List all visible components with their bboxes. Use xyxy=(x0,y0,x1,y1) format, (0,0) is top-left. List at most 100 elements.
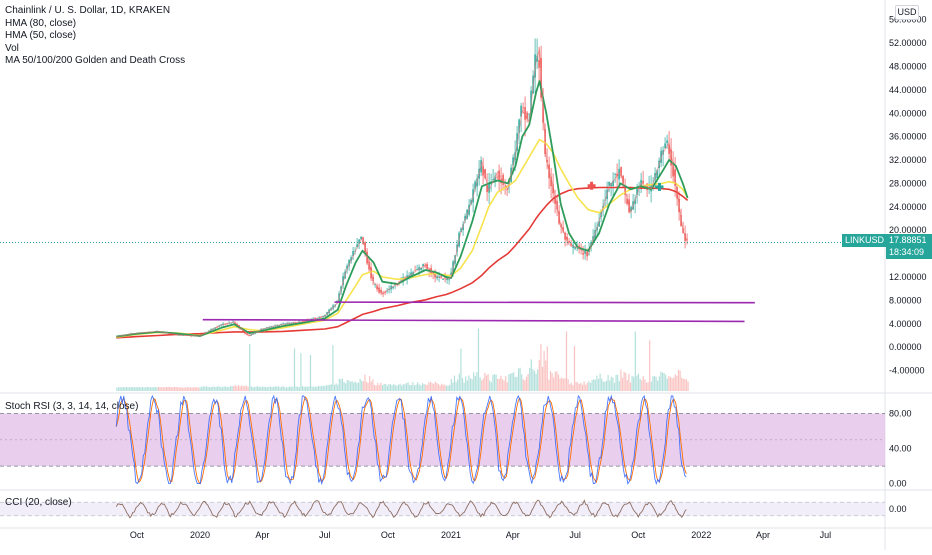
stoch-tick-label: 80.00 xyxy=(889,409,912,419)
volume-bar xyxy=(601,378,603,391)
candle-body xyxy=(566,236,568,241)
volume-bar xyxy=(159,387,161,391)
volume-bar xyxy=(386,385,388,391)
volume-bar xyxy=(282,386,284,391)
volume-bar xyxy=(274,386,276,391)
currency-button[interactable]: USD xyxy=(895,5,919,20)
volume-bar xyxy=(401,385,403,391)
legend-title[interactable]: Chainlink / U. S. Dollar, 1D, KRAKEN xyxy=(5,5,171,16)
volume-bar xyxy=(207,386,209,391)
volume-bar xyxy=(484,372,486,391)
legend-hma50[interactable]: HMA (50, close) xyxy=(5,30,77,41)
candle-body xyxy=(378,287,380,293)
volume-bar xyxy=(596,375,598,391)
volume-bar xyxy=(180,387,182,391)
time-tick-label: 2020 xyxy=(190,530,210,540)
volume-bar xyxy=(399,383,401,391)
candle-body xyxy=(230,322,232,324)
volume-bar xyxy=(540,344,542,391)
candle-body xyxy=(538,60,540,68)
candle-body xyxy=(484,169,486,179)
candle-body xyxy=(520,105,522,117)
time-tick-label: Oct xyxy=(381,530,396,540)
volume-bar xyxy=(663,373,665,391)
candle-body xyxy=(272,326,274,328)
volume-bar xyxy=(444,384,446,391)
volume-bar xyxy=(306,387,308,391)
volume-bar xyxy=(389,384,392,391)
volume-bar xyxy=(533,370,536,391)
volume-bar xyxy=(359,378,361,391)
volume-bar xyxy=(221,387,224,391)
stoch-rsi-title[interactable]: Stoch RSI (3, 3, 14, 14, close) xyxy=(5,401,139,412)
price-tick-label: 40.00000 xyxy=(889,108,927,118)
volume-bar xyxy=(258,387,260,391)
volume-bar xyxy=(393,383,395,391)
candle-body xyxy=(352,250,354,257)
volume-bar xyxy=(271,387,273,391)
candle-body xyxy=(474,181,476,190)
volume-bar xyxy=(377,383,379,391)
volume-bar xyxy=(138,387,140,391)
volume-bar xyxy=(497,378,499,391)
volume-bar xyxy=(436,382,438,391)
ma-cross-marker xyxy=(590,181,594,190)
volume-bar xyxy=(628,373,630,391)
volume-bar xyxy=(249,344,251,391)
volume-bar xyxy=(652,376,654,391)
volume-bar xyxy=(394,385,396,391)
volume-bar xyxy=(322,386,324,391)
volume-bar xyxy=(676,375,678,391)
volume-bar xyxy=(383,383,385,391)
time-tick-label: 2022 xyxy=(691,530,711,540)
cci-title[interactable]: CCI (20, close) xyxy=(5,497,72,508)
volume-bar xyxy=(431,383,433,391)
volume-bar xyxy=(657,380,659,391)
cci-line xyxy=(115,499,687,519)
volume-bar xyxy=(508,374,510,391)
candle-body xyxy=(656,170,658,179)
legend-hma80[interactable]: HMA (80, close) xyxy=(5,17,77,29)
volume-bar xyxy=(505,376,507,391)
candle-body xyxy=(686,239,688,241)
volume-bar xyxy=(599,373,601,391)
candle-body xyxy=(262,328,264,330)
time-tick-label: Apr xyxy=(506,530,520,540)
legend-ma-cross[interactable]: MA 50/100/200 Golden and Death Cross xyxy=(5,55,186,66)
volume-bar xyxy=(343,382,345,391)
candle-body xyxy=(494,176,496,181)
volume-bar xyxy=(373,384,376,391)
volume-bar xyxy=(653,375,656,391)
candle-body xyxy=(422,264,424,267)
legend-volume[interactable]: Vol xyxy=(5,42,19,54)
volume-bar xyxy=(354,381,356,391)
volume-bar xyxy=(265,387,267,391)
volume-bar xyxy=(329,384,331,391)
volume-bar xyxy=(340,379,342,391)
volume-bar xyxy=(506,382,508,391)
volume-bar xyxy=(140,387,142,391)
volume-bar xyxy=(277,386,280,391)
volume-bar xyxy=(605,380,608,391)
volume-bar xyxy=(186,387,188,391)
volume-bar xyxy=(575,381,577,391)
volume-bar xyxy=(633,376,635,391)
candle-body xyxy=(448,279,450,281)
volume-bar xyxy=(578,384,580,391)
volume-bar xyxy=(666,378,668,391)
volume-bar xyxy=(269,386,272,391)
volume-bar xyxy=(554,371,556,391)
volume-bar xyxy=(617,374,619,391)
volume-bar xyxy=(380,382,382,391)
volume-bar xyxy=(420,385,422,391)
volume-bar xyxy=(649,340,651,391)
volume-bar xyxy=(447,385,449,391)
volume-bar xyxy=(125,387,128,391)
volume-bar xyxy=(191,387,193,391)
volume-bar xyxy=(231,386,233,391)
volume-bar xyxy=(202,386,204,391)
volume-bar xyxy=(668,376,670,391)
candle-body xyxy=(450,272,452,277)
price-tick-label: 0.00000 xyxy=(889,342,922,352)
volume-bar xyxy=(612,377,614,391)
